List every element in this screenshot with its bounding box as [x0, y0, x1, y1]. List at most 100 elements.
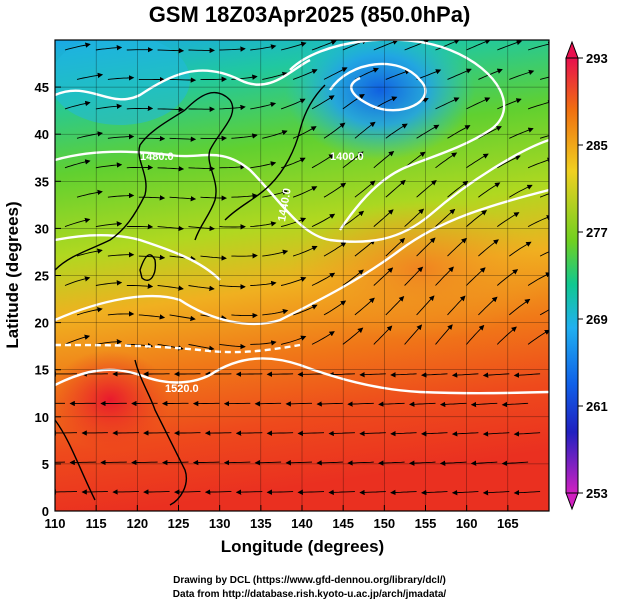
streamline-arrow [311, 95, 335, 110]
streamline-arrow [451, 431, 479, 437]
streamline-arrow [435, 40, 460, 51]
contour-labels: 1480.0 1400.0 1440.0 1520.0 [140, 151, 364, 395]
streamline-arrow [323, 122, 346, 139]
streamline-arrow [447, 68, 472, 80]
streamline-arrow [223, 460, 251, 466]
streamline-arrow [250, 340, 277, 346]
streamline-arrow [262, 71, 288, 80]
streamline-arrow [192, 459, 220, 466]
streamline-arrow [373, 325, 393, 345]
streamline-arrow [527, 157, 549, 169]
streamline-arrow [509, 298, 531, 316]
streamline-arrow [162, 459, 189, 466]
streamline-arrow [373, 267, 394, 286]
streamline-arrow [416, 180, 437, 198]
streamline-arrow [95, 280, 123, 286]
streamline-arrow [231, 133, 258, 139]
hot-spot [55, 350, 170, 450]
streamline-arrow [126, 105, 154, 112]
streamline-arrow [404, 208, 425, 227]
contour-line [55, 343, 301, 354]
coastline-japan [224, 84, 326, 221]
streamline-arrow [292, 186, 318, 198]
streamline-arrow [64, 100, 91, 110]
streamline-arrow [316, 401, 343, 407]
streamline-arrow [292, 304, 318, 316]
streamline-arrow [390, 372, 417, 378]
colorbar-tick-label: 261 [586, 399, 608, 414]
streamline-arrow [200, 195, 227, 201]
colorbar-tick-label: 285 [586, 138, 608, 153]
x-axis-label: Longitude (degrees) [220, 537, 385, 556]
streamline-arrow [527, 329, 549, 345]
streamline-arrow [509, 184, 533, 198]
colorbar-tick-label: 269 [586, 312, 608, 327]
streamline-arrow [76, 248, 103, 257]
streamline-arrow [385, 69, 411, 80]
streamline-arrow [447, 237, 467, 257]
streamline-arrow [466, 267, 486, 286]
streamline-arrow [435, 208, 456, 227]
streamline-arrow [482, 431, 510, 437]
streamline-arrow [157, 47, 185, 54]
streamline-arrow [404, 266, 424, 286]
streamline-arrow [169, 136, 197, 142]
x-tick-label: 140 [291, 516, 313, 531]
y-tick-label: 20 [35, 316, 49, 331]
streamline-arrow [311, 331, 335, 345]
streamline-arrow [416, 124, 440, 139]
y-tick-label: 35 [35, 174, 49, 189]
credit-data: Data from http://database.rish.kyoto-u.a… [172, 589, 447, 600]
streamline-arrow [219, 284, 246, 290]
streamline-arrow [95, 44, 123, 51]
streamline-arrow [466, 153, 489, 169]
streamline-arrow [250, 101, 277, 110]
streamline-arrow [439, 401, 467, 408]
streamline-arrow [497, 40, 523, 51]
streamline-arrow [285, 460, 313, 466]
contour-label: 1520.0 [165, 383, 199, 395]
streamline-arrow [297, 430, 325, 437]
streamline-arrow [539, 135, 549, 139]
streamline-arrow [359, 489, 386, 496]
streamline-arrow [416, 69, 442, 80]
streamline-arrow [200, 255, 227, 261]
streamline-arrow [76, 131, 103, 139]
colorbar-upper-arrow [565, 40, 579, 59]
streamline-arrow [451, 489, 479, 496]
streamline-arrow [292, 126, 317, 139]
streamline-arrow [126, 283, 154, 289]
y-axis-ticks: 0 5 10 15 20 25 30 35 40 45 [35, 80, 61, 519]
colorbar-bar [565, 57, 579, 494]
cold-core [285, 40, 475, 160]
x-tick-label: 125 [168, 516, 190, 531]
streamline-arrow [409, 460, 436, 466]
streamline-arrow [378, 401, 405, 407]
streamline-arrow [95, 162, 123, 169]
streamline-arrow [342, 210, 365, 227]
streamline-arrow [64, 159, 91, 169]
streamline-arrow [385, 123, 408, 139]
y-tick-label: 45 [35, 80, 49, 95]
streamline-arrow [373, 40, 399, 51]
x-tick-label: 115 [86, 516, 107, 531]
streamline-arrow [285, 401, 312, 407]
streamline-arrow [447, 180, 469, 198]
streamline-arrow [323, 242, 347, 257]
contour-line [55, 188, 549, 326]
streamline-arrow [421, 372, 448, 378]
streamline-arrow [421, 431, 448, 437]
contour-line [55, 58, 311, 101]
x-tick-label: 160 [456, 516, 478, 531]
streamline-arrow [373, 150, 395, 169]
streamline-arrow [354, 297, 375, 316]
x-axis-ticks: 110 115 120 125 130 135 140 145 150 155 160 165 [45, 505, 519, 531]
streamline-arrow [64, 217, 91, 228]
streamline-arrow [107, 133, 135, 140]
streamline-arrow [451, 372, 479, 378]
streamline-arrow [409, 401, 436, 407]
streamline-arrow [131, 459, 158, 466]
streamline-arrow [64, 42, 91, 51]
streamline-arrow [466, 210, 488, 227]
coastline-china [55, 109, 186, 271]
